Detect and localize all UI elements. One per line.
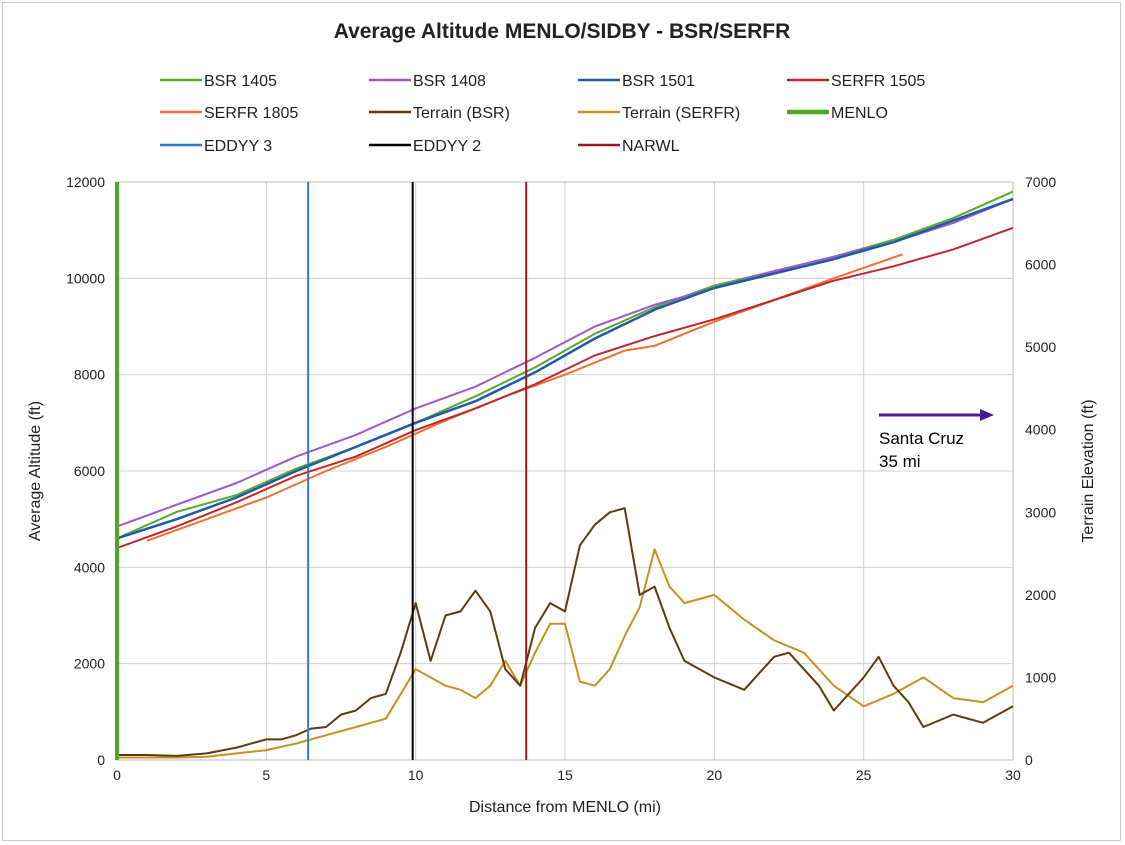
annotation-line-2: 35 mi: [879, 452, 921, 471]
y-tick-label: 2000: [74, 656, 105, 672]
y-tick-labels: 0 2000 4000 6000 8000 10000 12000: [66, 174, 105, 768]
x-tick-label: 0: [113, 767, 121, 783]
y-tick-label: 4000: [74, 559, 105, 575]
y2-tick-labels: 0 1000 2000 3000 4000 5000 6000 7000: [1025, 174, 1056, 768]
series-terrain-bsr-line: [117, 507, 1014, 757]
y2-tick-label: 2000: [1025, 587, 1056, 603]
series-terrain-serfr-line: [117, 548, 1014, 759]
legend: BSR 1405 BSR 1408 BSR 1501 SERFR 1505 SERFR …: [160, 73, 925, 155]
chart-title: Average Altitude MENLO/SIDBY - BSR/SERFR: [334, 20, 791, 43]
y-tick-label: 0: [97, 752, 105, 768]
x-tick-label: 15: [557, 767, 573, 783]
gridlines: [116, 181, 1014, 761]
legend-label-serfr-1505: SERFR 1505: [831, 73, 925, 90]
legend-label-eddyy-3: EDDYY 3: [204, 138, 272, 155]
y-tick-label: 12000: [66, 174, 105, 190]
y2-tick-label: 5000: [1025, 339, 1056, 355]
x-tick-labels: 0 5 10 15 20 25 30: [113, 767, 1021, 783]
x-tick-label: 20: [707, 767, 723, 783]
x-tick-label: 30: [1005, 767, 1021, 783]
legend-label-bsr-1405: BSR 1405: [204, 73, 277, 90]
x-tick-label: 10: [408, 767, 424, 783]
y2-tick-label: 1000: [1025, 669, 1056, 685]
santa-cruz-annotation: Santa Cruz 35 mi: [879, 409, 994, 471]
y2-tick-label: 4000: [1025, 422, 1056, 438]
legend-label-serfr-1805: SERFR 1805: [204, 105, 298, 122]
y2-tick-label: 0: [1025, 752, 1033, 768]
legend-label-terrain-serfr: Terrain (SERFR): [622, 105, 740, 122]
y2-axis-title: Terrain Elevation (ft): [1080, 399, 1097, 542]
series-bsr-1405-line: [116, 190, 1014, 540]
series-layer: [115, 182, 1014, 760]
y-tick-label: 6000: [74, 463, 105, 479]
x-tick-label: 5: [262, 767, 270, 783]
y2-tick-label: 7000: [1025, 174, 1056, 190]
arrowhead-icon: [980, 409, 994, 421]
x-axis-title: Distance from MENLO (mi): [469, 799, 661, 816]
annotation-line-1: Santa Cruz: [879, 429, 964, 448]
legend-label-bsr-1501: BSR 1501: [622, 73, 695, 90]
y2-tick-label: 6000: [1025, 257, 1056, 273]
legend-label-bsr-1408: BSR 1408: [413, 73, 486, 90]
x-tick-label: 25: [856, 767, 872, 783]
y2-tick-label: 3000: [1025, 504, 1056, 520]
legend-label-eddyy-2: EDDYY 2: [413, 138, 481, 155]
series-serfr-1805-line: [146, 253, 903, 542]
y-axis-title: Average Altitude (ft): [27, 401, 44, 541]
legend-label-menlo: MENLO: [831, 105, 888, 122]
legend-label-narwl: NARWL: [622, 138, 680, 155]
legend-label-terrain-bsr: Terrain (BSR): [413, 105, 510, 122]
series-serfr-1505-line: [116, 226, 1014, 550]
y-tick-label: 8000: [74, 367, 105, 383]
series-bsr-1501-line: [116, 197, 1014, 540]
y-tick-label: 10000: [66, 270, 105, 286]
